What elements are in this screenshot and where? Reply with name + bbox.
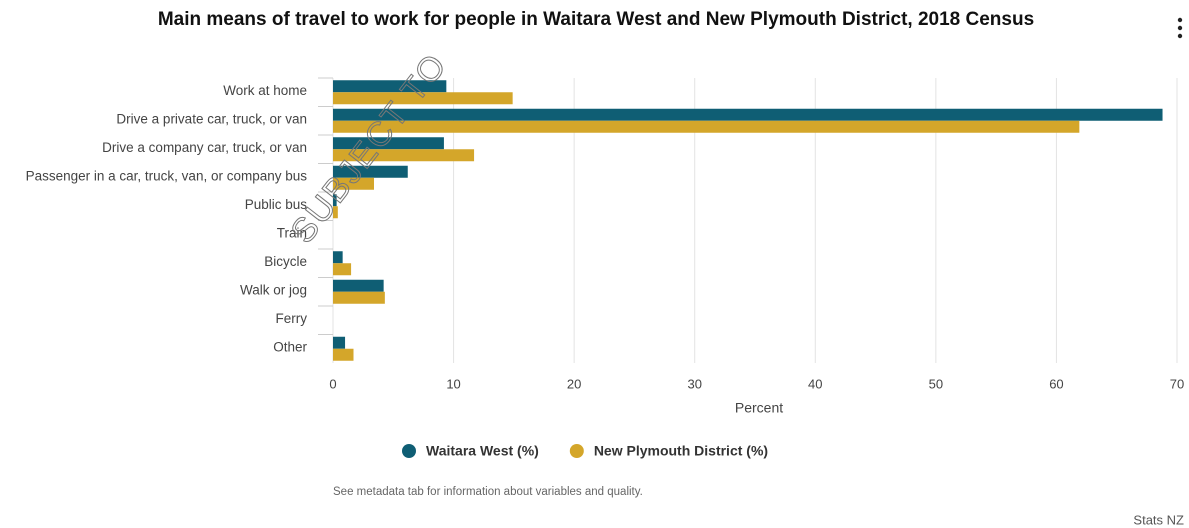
bar [333,291,385,304]
bar [333,194,337,207]
y-tick-label: Drive a private car, truck, or van [116,111,307,126]
x-tick-label: 60 [1049,376,1063,391]
footnote: See metadata tab for information about v… [333,486,643,498]
y-tick-label: Passenger in a car, truck, van, or compa… [26,168,308,183]
legend-label: Waitara West (%) [426,443,539,459]
bar [333,177,374,190]
x-tick-label: 70 [1170,376,1184,391]
x-tick-label: 50 [929,376,943,391]
bar [333,165,408,178]
y-tick-label: Drive a company car, truck, or van [102,140,307,155]
y-tick-label: Train [277,225,307,240]
y-tick-label: Work at home [223,83,307,98]
y-tick-label: Walk or jog [240,282,307,297]
credit: Stats NZ [1133,512,1184,527]
y-tick-label: Ferry [276,311,308,326]
menu-button[interactable] [1177,17,1183,39]
bar [333,120,1080,133]
bar [333,137,444,150]
legend-marker [402,444,416,458]
bar [333,92,513,105]
legend-marker [569,444,584,458]
bar [333,80,447,93]
bar [333,206,338,219]
legend-label: New Plymouth District (%) [594,443,768,459]
x-tick-label: 40 [808,376,822,391]
bar [333,149,475,162]
y-tick-label: Other [273,339,307,354]
chart-title: Main means of travel to work for people … [158,9,1034,30]
bar [333,279,384,292]
bar [333,348,354,361]
x-tick-label: 20 [567,376,581,391]
bar [333,263,352,276]
x-tick-label: 0 [329,376,336,391]
bar [333,108,1163,121]
x-tick-label: 30 [687,376,701,391]
bar [333,251,343,264]
y-tick-label: Bicycle [264,254,307,269]
y-tick-label: Public bus [245,197,308,212]
x-axis-label: Percent [735,400,783,416]
x-tick-label: 10 [446,376,460,391]
bar [333,336,346,349]
